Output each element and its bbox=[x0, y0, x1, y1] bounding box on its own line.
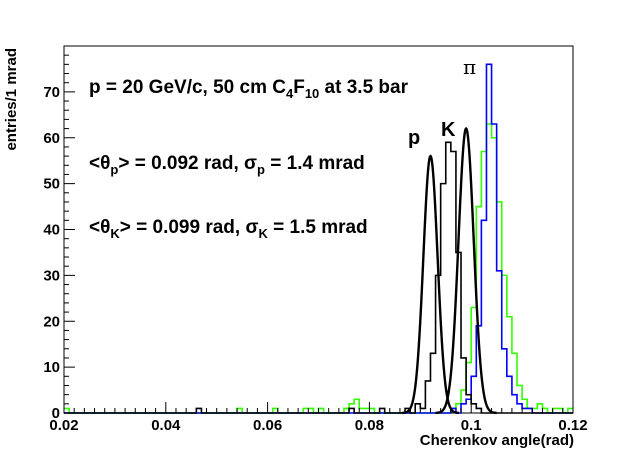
x-tick-label: 0.12 bbox=[558, 417, 587, 434]
y-tick-label: 50 bbox=[43, 176, 60, 193]
gaussian-fit-p bbox=[401, 154, 460, 415]
histogram-pi bbox=[64, 63, 573, 414]
annotation-kaon-resolution: <θK> = 0.099 rad, σK = 1.5 mrad bbox=[89, 217, 368, 241]
x-tick-label: 0.06 bbox=[253, 417, 282, 434]
y-tick-label: 30 bbox=[43, 267, 60, 284]
histogram-p bbox=[64, 141, 573, 414]
x-tick-label: 0.1 bbox=[461, 417, 482, 434]
y-axis-title: entries/1 mrad bbox=[3, 48, 20, 151]
peak-label-proton: p bbox=[408, 127, 420, 149]
axis-layer: 0.02 0.04 0.06 0.08 0.1 0.12 0 10 20 30 40 50 60 70 bbox=[43, 54, 588, 434]
y-tick-label: 0 bbox=[52, 405, 60, 422]
peak-label-kaon: K bbox=[441, 119, 456, 141]
annotation-proton-resolution: <θp> = 0.092 rad, σp = 1.4 mrad bbox=[89, 153, 365, 177]
y-tick-label: 20 bbox=[43, 313, 60, 330]
y-tick-label: 70 bbox=[43, 84, 60, 101]
y-tick-label: 60 bbox=[43, 130, 60, 147]
x-axis-title: Cherenkov angle(rad) bbox=[420, 432, 574, 449]
x-tick-label: 0.02 bbox=[49, 417, 78, 434]
annotation-setup: p = 20 GeV/c, 50 cm C4F10 at 3.5 bar bbox=[89, 77, 409, 101]
histogram-layer bbox=[64, 63, 573, 414]
peak-label-pion: π bbox=[463, 55, 476, 79]
x-tick-label: 0.04 bbox=[151, 417, 181, 434]
y-tick-label: 10 bbox=[43, 359, 60, 376]
x-tick-label: 0.08 bbox=[355, 417, 384, 434]
fit-layer bbox=[401, 126, 497, 415]
y-tick-label: 40 bbox=[43, 222, 60, 239]
gaussian-fit-K bbox=[435, 126, 497, 415]
